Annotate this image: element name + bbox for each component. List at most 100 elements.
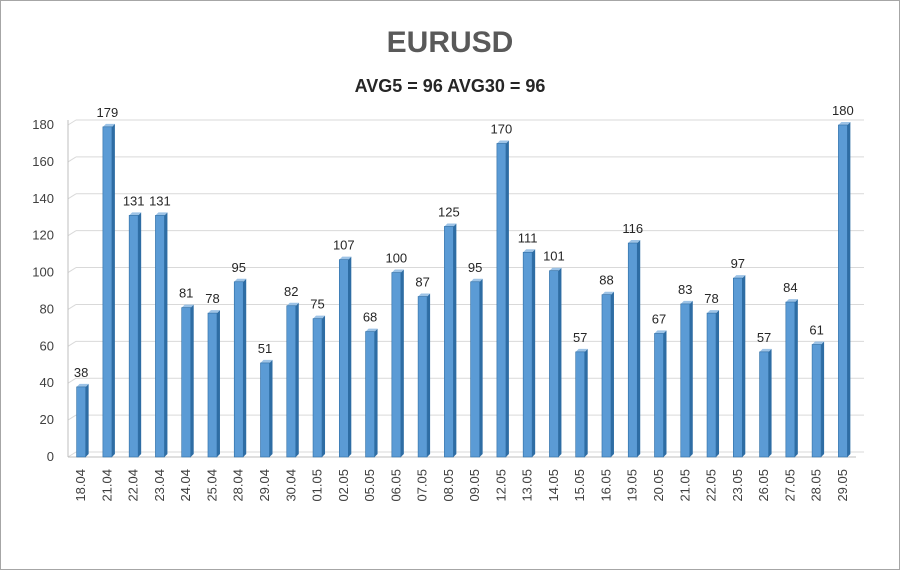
y-tick-label: 100: [32, 265, 54, 280]
bar-side: [164, 212, 168, 457]
bar: [732, 277, 743, 458]
data-label: 131: [149, 193, 171, 208]
data-label: 82: [284, 284, 298, 299]
data-label: 81: [179, 286, 193, 301]
bar-side: [768, 348, 772, 457]
bar: [338, 259, 349, 458]
data-label: 61: [809, 322, 823, 337]
data-label: 83: [678, 282, 692, 297]
bar-top: [76, 383, 89, 387]
data-label: 107: [333, 238, 355, 253]
data-label: 101: [543, 249, 565, 264]
bar: [233, 281, 244, 458]
bar: [312, 318, 323, 458]
data-label: 78: [205, 291, 219, 306]
data-label: 95: [231, 260, 245, 275]
x-tick-label: 24.04: [178, 469, 193, 502]
x-tick-label: 20.05: [651, 469, 666, 502]
bar: [811, 344, 822, 458]
bar: [391, 272, 402, 458]
bar-top: [313, 315, 326, 319]
gridline-depth: [67, 414, 77, 421]
bar-side: [742, 275, 746, 457]
bar-side: [610, 291, 614, 457]
gridline-depth: [67, 230, 77, 237]
bar: [76, 386, 86, 458]
x-tick-label: 18.04: [73, 469, 88, 502]
bar-side: [322, 315, 326, 457]
bar: [575, 351, 586, 458]
bar-top: [181, 304, 194, 308]
x-tick-label: 06.05: [388, 469, 403, 502]
bar: [627, 242, 638, 458]
bar-top: [575, 348, 588, 352]
x-tick-label: 13.05: [520, 469, 535, 502]
x-tick-label: 29.05: [835, 469, 850, 502]
bar-top: [628, 240, 641, 244]
bar: [128, 215, 139, 458]
bar: [759, 351, 769, 458]
data-label: 38: [74, 365, 88, 380]
bar-top: [733, 275, 746, 279]
x-tick-label: 22.05: [704, 469, 719, 502]
x-tick-label: 25.04: [204, 469, 219, 502]
bar-top: [102, 123, 115, 127]
x-tick-label: 09.05: [467, 469, 482, 502]
x-tick-label: 21.04: [99, 469, 114, 502]
x-tick-label: 22.04: [126, 469, 141, 502]
x-tick-label: 21.05: [677, 469, 692, 502]
bar: [207, 312, 218, 458]
bar: [785, 301, 796, 458]
x-tick-label: 05.05: [362, 469, 377, 502]
bar-top: [391, 269, 404, 273]
x-tick-label: 02.05: [336, 469, 351, 502]
x-tick-label: 14.05: [546, 469, 561, 502]
bar-top: [549, 267, 562, 271]
y-tick-label: 120: [32, 228, 54, 243]
bar-side: [847, 122, 851, 457]
bar: [155, 215, 165, 458]
bar-top: [365, 328, 378, 332]
bar: [654, 333, 664, 458]
bar-side: [716, 310, 720, 457]
x-tick-label: 26.05: [756, 469, 771, 502]
gridline-depth: [67, 340, 77, 347]
bar-top: [812, 341, 825, 345]
x-tick-label: 19.05: [625, 469, 640, 502]
chart-title: EURUSD: [386, 26, 514, 59]
data-label: 116: [622, 221, 643, 236]
data-label: 57: [573, 330, 587, 345]
data-label: 84: [783, 280, 797, 295]
bar-top: [601, 291, 614, 295]
y-tick-label: 0: [47, 449, 54, 464]
bar: [444, 226, 454, 458]
gridline-depth: [67, 156, 77, 163]
bar-side: [584, 348, 588, 457]
bar: [102, 126, 113, 458]
x-tick-label: 23.04: [152, 469, 167, 502]
data-label: 100: [385, 251, 407, 266]
bar-side: [427, 293, 431, 457]
bar: [365, 331, 375, 458]
data-label: 57: [757, 330, 771, 345]
bar-side: [479, 278, 483, 457]
bar-top: [444, 223, 457, 227]
data-label: 180: [832, 103, 854, 118]
bar-side: [532, 249, 536, 457]
bar-side: [505, 140, 509, 457]
y-tick-label: 80: [40, 301, 54, 316]
bar: [260, 362, 270, 458]
data-label: 88: [599, 273, 613, 288]
bar-top: [523, 249, 536, 253]
bar: [286, 305, 297, 458]
data-label: 67: [652, 311, 666, 326]
bar-side: [85, 383, 89, 457]
bar: [680, 303, 691, 458]
bar-side: [269, 359, 273, 457]
bar-top: [234, 278, 247, 282]
x-tick-label: 08.05: [441, 469, 456, 502]
x-tick-label: 28.04: [231, 469, 246, 502]
bar-side: [190, 304, 194, 457]
bar-top: [129, 212, 142, 216]
bar-top: [470, 278, 483, 282]
